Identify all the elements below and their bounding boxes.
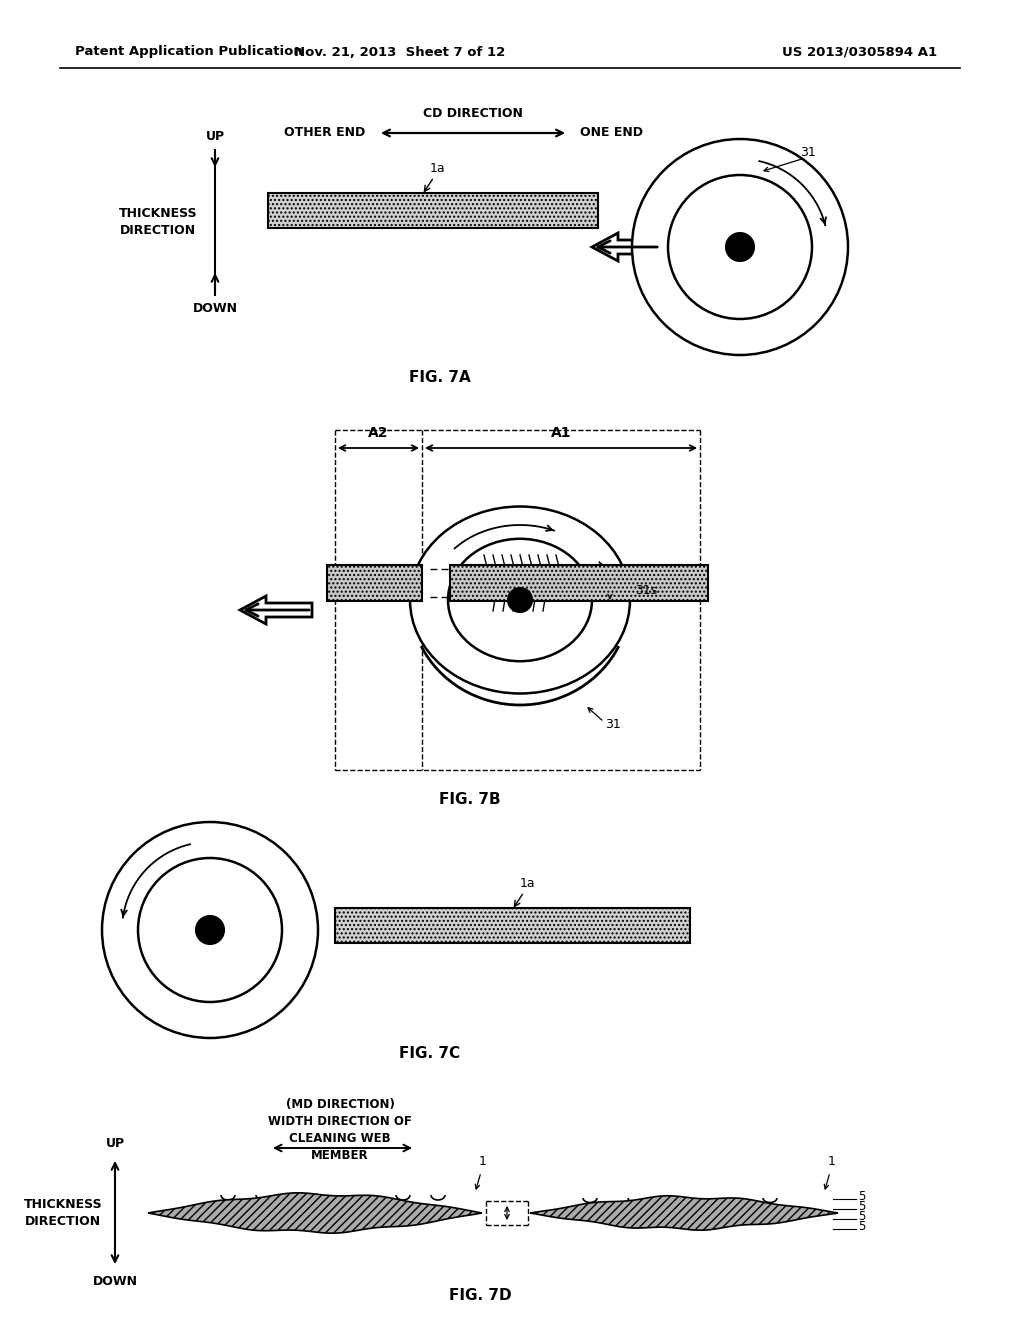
Text: DOWN: DOWN bbox=[193, 302, 238, 315]
Text: 31: 31 bbox=[605, 718, 621, 731]
Text: 5: 5 bbox=[858, 1210, 865, 1224]
Circle shape bbox=[196, 916, 224, 944]
Bar bbox=[327, 565, 422, 601]
FancyArrow shape bbox=[592, 234, 660, 261]
Text: FIG. 7D: FIG. 7D bbox=[449, 1287, 511, 1303]
Text: Nov. 21, 2013  Sheet 7 of 12: Nov. 21, 2013 Sheet 7 of 12 bbox=[294, 45, 506, 58]
Text: FIG. 7C: FIG. 7C bbox=[399, 1045, 461, 1060]
Text: 31s: 31s bbox=[635, 583, 657, 597]
Text: CD DIRECTION: CD DIRECTION bbox=[423, 107, 523, 120]
Bar bbox=[268, 193, 598, 228]
Circle shape bbox=[726, 234, 754, 261]
Circle shape bbox=[138, 858, 282, 1002]
Text: UP: UP bbox=[105, 1137, 125, 1150]
Text: ONE END: ONE END bbox=[580, 127, 643, 140]
Text: FIG. 7B: FIG. 7B bbox=[439, 792, 501, 808]
Text: 5: 5 bbox=[858, 1191, 865, 1204]
Text: DOWN: DOWN bbox=[92, 1275, 137, 1288]
Bar bbox=[450, 565, 708, 601]
Text: THICKNESS
DIRECTION: THICKNESS DIRECTION bbox=[24, 1199, 102, 1228]
Bar bbox=[335, 908, 690, 942]
Ellipse shape bbox=[410, 507, 630, 693]
Circle shape bbox=[102, 822, 318, 1038]
Polygon shape bbox=[530, 1196, 838, 1230]
Polygon shape bbox=[148, 1193, 482, 1233]
Text: 1: 1 bbox=[479, 1155, 487, 1168]
Circle shape bbox=[508, 587, 532, 612]
Text: (MD DIRECTION)
WIDTH DIRECTION OF
CLEANING WEB
MEMBER: (MD DIRECTION) WIDTH DIRECTION OF CLEANI… bbox=[268, 1098, 412, 1162]
Circle shape bbox=[668, 176, 812, 319]
Circle shape bbox=[632, 139, 848, 355]
Text: 1a: 1a bbox=[430, 162, 445, 176]
Text: THICKNESS
DIRECTION: THICKNESS DIRECTION bbox=[119, 207, 198, 238]
Text: 5: 5 bbox=[858, 1221, 865, 1233]
Text: OTHER END: OTHER END bbox=[284, 127, 365, 140]
Ellipse shape bbox=[449, 539, 592, 661]
Text: 31: 31 bbox=[800, 145, 816, 158]
Text: 5: 5 bbox=[858, 1200, 865, 1213]
Text: 1a: 1a bbox=[520, 876, 536, 890]
Text: UP: UP bbox=[206, 129, 224, 143]
Text: Patent Application Publication: Patent Application Publication bbox=[75, 45, 303, 58]
Text: A1: A1 bbox=[551, 426, 571, 440]
FancyArrow shape bbox=[240, 597, 312, 624]
Text: US 2013/0305894 A1: US 2013/0305894 A1 bbox=[782, 45, 938, 58]
Text: A2: A2 bbox=[369, 426, 389, 440]
Text: FIG. 7A: FIG. 7A bbox=[410, 371, 471, 385]
Text: 1: 1 bbox=[828, 1155, 836, 1168]
